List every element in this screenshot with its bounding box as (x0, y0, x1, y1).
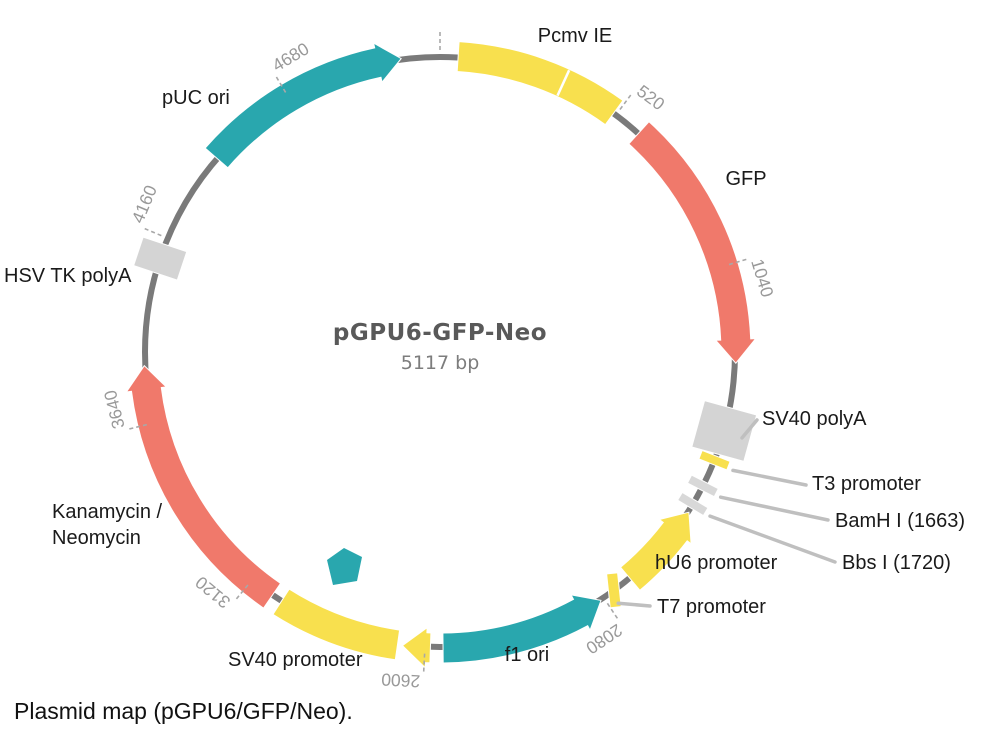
tick-label-520: 520 (633, 81, 669, 115)
feature-label-hu6-promoter: hU6 promoter (655, 552, 778, 574)
feature-label-kan-neo-line2: Neomycin (52, 527, 141, 549)
feature-label-gfp: GFP (725, 168, 766, 190)
feature-divider-pcmv-ie (556, 69, 571, 97)
feature-label-sv40-polya: SV40 polyA (762, 408, 867, 430)
leader-line-bamhi-site (718, 495, 830, 522)
tick-mark-520 (619, 94, 632, 110)
leader-line-sv40-polya (740, 418, 759, 440)
tick-label-4680: 4680 (269, 38, 313, 75)
tick-mark-4680 (275, 76, 287, 93)
leader-line-t3-promoter (731, 468, 808, 487)
feature-label-hsv-tk-polya: HSV TK polyA (4, 265, 132, 287)
feature-box-bamhi-site (686, 474, 719, 498)
tick-label-4160: 4160 (127, 182, 161, 226)
plasmid-title: pGPU6-GFP-Neo (332, 320, 548, 346)
feature-label-sv40-promoter: SV40 promoter (228, 649, 363, 671)
feature-arc-puc-ori (204, 42, 402, 169)
tick-mark-4160 (144, 227, 162, 237)
figure-caption: Plasmid map (pGPU6/GFP/Neo). (14, 698, 353, 724)
tick-label-3640: 3640 (100, 388, 129, 431)
feature-label-puc-ori: pUC ori (162, 87, 230, 109)
feature-label-bamhi-site: BamH I (1663) (835, 510, 965, 532)
feature-label-t7-promoter: T7 promoter (657, 596, 766, 618)
tick-mark-1040 (728, 258, 747, 266)
tick-label-1040: 1040 (747, 256, 777, 299)
feature-arc-f1-ori (442, 594, 602, 664)
feature-arc-hu6-promoter (619, 511, 692, 592)
feature-arc-kan-neo (125, 364, 282, 609)
feature-arc-sv40-promoter-head (401, 626, 432, 669)
feature-label-kan-neo-line1: Kanamycin / (52, 501, 162, 523)
feature-arc-pcmv-ie (456, 41, 624, 126)
feature-arc-gfp (628, 120, 757, 364)
feature-box-bbsi-site (676, 491, 709, 517)
feature-label-bbsi-site: Bbs I (1720) (842, 552, 951, 574)
tick-mark-3120 (235, 584, 249, 600)
feature-label-pcmv-ie: Pcmv IE (538, 25, 612, 47)
tick-mark-2600 (422, 653, 426, 672)
inner-pentagon-marker (327, 548, 362, 585)
tick-label-2600: 2600 (381, 669, 421, 691)
feature-box-hsv-tk-polya (132, 236, 188, 281)
plasmid-size: 5117 bp (400, 352, 480, 374)
feature-box-sv40-polya (691, 400, 758, 462)
leader-line-bbsi-site (708, 514, 837, 564)
feature-box-t7-promoter (606, 572, 622, 609)
feature-box-t3-promoter (698, 449, 731, 471)
feature-label-t3-promoter: T3 promoter (812, 473, 921, 495)
feature-arc-sv40-promoter (272, 588, 401, 661)
tick-mark-2080 (606, 602, 619, 619)
tick-mark-3640 (129, 423, 148, 430)
leader-line-t7-promoter (616, 601, 652, 608)
feature-label-f1-ori: f1 ori (505, 644, 549, 666)
